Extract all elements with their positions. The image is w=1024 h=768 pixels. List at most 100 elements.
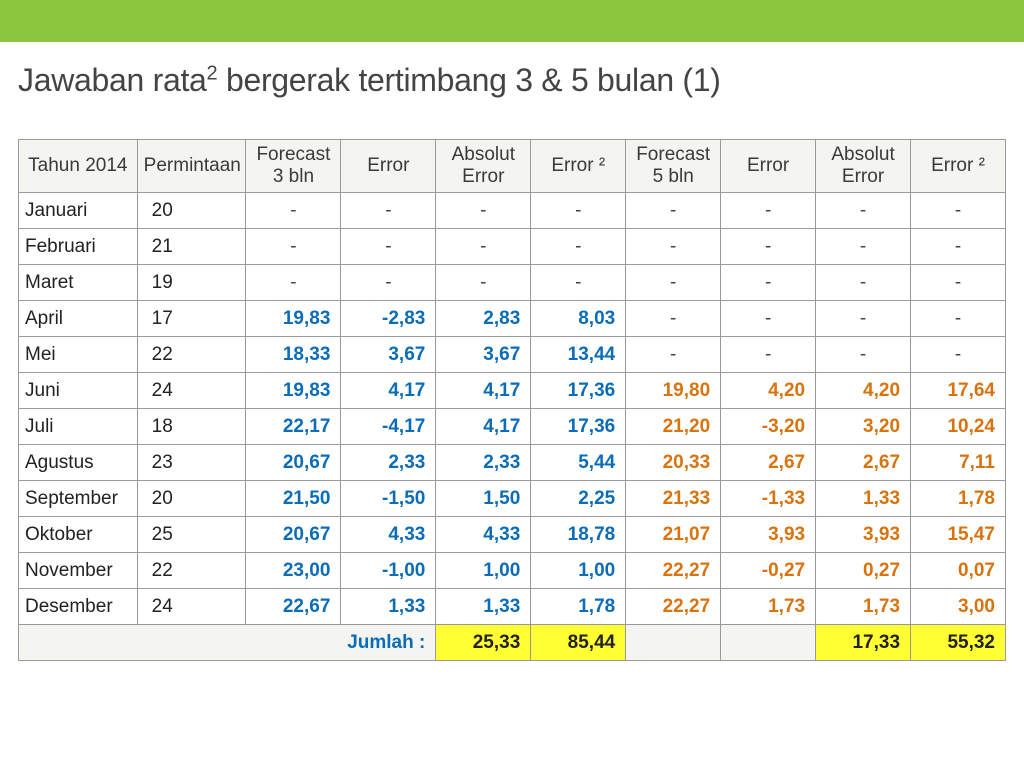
table-cell: - — [531, 265, 626, 301]
table-cell: Februari — [19, 229, 138, 265]
col-header: Error — [721, 140, 816, 193]
table-row: Agustus2320,672,332,335,4420,332,672,677… — [19, 445, 1006, 481]
sum-cell: 25,33 — [436, 625, 531, 661]
table-cell: - — [246, 265, 341, 301]
title-part-a: Jawaban rata — [18, 62, 207, 98]
table-cell: 1,73 — [721, 589, 816, 625]
sum-cell — [626, 625, 721, 661]
table-cell: -2,83 — [341, 301, 436, 337]
table-cell: - — [341, 229, 436, 265]
col-header: Forecast 3 bln — [246, 140, 341, 193]
table-cell: 18 — [137, 409, 246, 445]
table-cell: 4,17 — [436, 409, 531, 445]
table-cell: - — [626, 193, 721, 229]
sum-cell: 85,44 — [531, 625, 626, 661]
table-row: Oktober2520,674,334,3318,7821,073,933,93… — [19, 517, 1006, 553]
table-cell: - — [626, 301, 721, 337]
table-cell: - — [721, 193, 816, 229]
table-cell: - — [341, 193, 436, 229]
table-cell: Mei — [19, 337, 138, 373]
table-cell: 21,33 — [626, 481, 721, 517]
table-cell: - — [911, 193, 1006, 229]
table-cell: - — [816, 265, 911, 301]
table-row: April1719,83-2,832,838,03---- — [19, 301, 1006, 337]
table-cell: - — [721, 265, 816, 301]
col-header: Error ² — [531, 140, 626, 193]
table-cell: 21 — [137, 229, 246, 265]
table-cell: - — [816, 301, 911, 337]
title-superscript: 2 — [207, 62, 218, 84]
table-cell: 18,78 — [531, 517, 626, 553]
table-cell: - — [721, 337, 816, 373]
table-cell: 3,00 — [911, 589, 1006, 625]
table-cell: - — [626, 265, 721, 301]
table-cell: Agustus — [19, 445, 138, 481]
table-cell: 1,00 — [531, 553, 626, 589]
col-header: Error — [341, 140, 436, 193]
table-cell: - — [911, 229, 1006, 265]
table-cell: 4,33 — [436, 517, 531, 553]
table-cell: -3,20 — [721, 409, 816, 445]
table-cell: 17,36 — [531, 373, 626, 409]
table-row: Mei2218,333,673,6713,44---- — [19, 337, 1006, 373]
col-header: Forecast 5 bln — [626, 140, 721, 193]
sum-row: Jumlah :25,3385,4417,3355,32 — [19, 625, 1006, 661]
table-cell: Januari — [19, 193, 138, 229]
table-cell: 4,17 — [436, 373, 531, 409]
col-header: Absolut Error — [436, 140, 531, 193]
table-cell: - — [911, 337, 1006, 373]
table-cell: 0,07 — [911, 553, 1006, 589]
table-cell: - — [436, 229, 531, 265]
table-cell: Juli — [19, 409, 138, 445]
table-cell: 22,67 — [246, 589, 341, 625]
table-row: November2223,00-1,001,001,0022,27-0,270,… — [19, 553, 1006, 589]
table-cell: 22 — [137, 337, 246, 373]
table-cell: 24 — [137, 373, 246, 409]
table-cell: - — [246, 193, 341, 229]
table-cell: 23 — [137, 445, 246, 481]
table-cell: 17,36 — [531, 409, 626, 445]
table-cell: 21,20 — [626, 409, 721, 445]
table-cell: -1,50 — [341, 481, 436, 517]
table-cell: 8,03 — [531, 301, 626, 337]
table-cell: 3,67 — [436, 337, 531, 373]
sum-cell: 55,32 — [911, 625, 1006, 661]
table-cell: 1,33 — [816, 481, 911, 517]
table-cell: 4,20 — [816, 373, 911, 409]
table-cell: - — [436, 193, 531, 229]
table-cell: Juni — [19, 373, 138, 409]
table-cell: -4,17 — [341, 409, 436, 445]
table-cell: 5,44 — [531, 445, 626, 481]
table-cell: -1,33 — [721, 481, 816, 517]
table-cell: Desember — [19, 589, 138, 625]
table-cell: 2,67 — [816, 445, 911, 481]
table-cell: - — [911, 301, 1006, 337]
table-cell: 2,83 — [436, 301, 531, 337]
table-cell: 20,33 — [626, 445, 721, 481]
table-cell: 20,67 — [246, 445, 341, 481]
col-header: Absolut Error — [816, 140, 911, 193]
table-cell: 7,11 — [911, 445, 1006, 481]
table-cell: 19,83 — [246, 373, 341, 409]
table-cell: 2,33 — [436, 445, 531, 481]
title-part-b: bergerak tertimbang 3 & 5 bulan (1) — [217, 62, 720, 98]
table-cell: - — [816, 193, 911, 229]
table-cell: April — [19, 301, 138, 337]
table-cell: 2,33 — [341, 445, 436, 481]
table-cell: November — [19, 553, 138, 589]
table-cell: 3,20 — [816, 409, 911, 445]
table-row: Februari21-------- — [19, 229, 1006, 265]
col-header: Tahun 2014 — [19, 140, 138, 193]
col-header: Permintaan — [137, 140, 246, 193]
table-row: Desember2422,671,331,331,7822,271,731,73… — [19, 589, 1006, 625]
table-cell: - — [816, 337, 911, 373]
table-cell: Maret — [19, 265, 138, 301]
table-cell: - — [531, 193, 626, 229]
table-cell: 1,78 — [911, 481, 1006, 517]
table-cell: 13,44 — [531, 337, 626, 373]
table-cell: 22,27 — [626, 553, 721, 589]
table-body: Januari20--------Februari21--------Maret… — [19, 193, 1006, 661]
table-cell: 22 — [137, 553, 246, 589]
table-cell: 19,83 — [246, 301, 341, 337]
table-cell: 22,17 — [246, 409, 341, 445]
